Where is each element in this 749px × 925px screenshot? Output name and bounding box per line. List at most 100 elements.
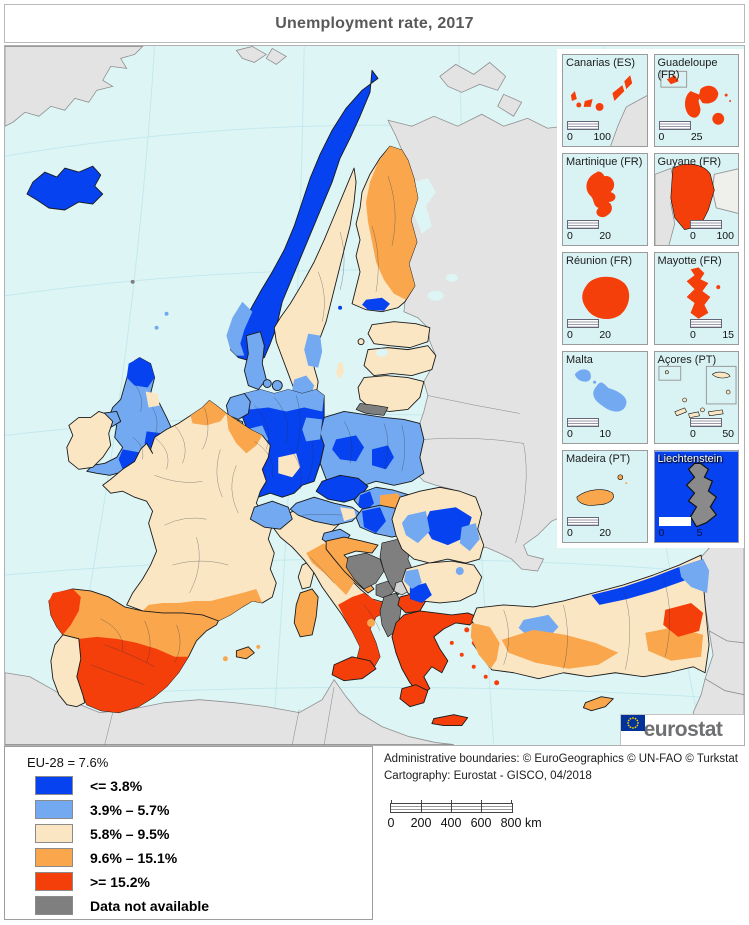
region-italy-basilicata — [367, 618, 375, 627]
inset-label: Madeira (PT) — [566, 453, 631, 465]
region-estonia — [367, 321, 431, 349]
inset-malta: Malta 0 10 — [562, 351, 648, 444]
region-romania-west — [401, 511, 430, 544]
inset-scalebar: 0 20 — [567, 220, 611, 242]
region-iceland — [26, 165, 104, 211]
inset-reunion: Réunion (FR) 0 20 — [562, 252, 648, 345]
legend-swatch-class1 — [35, 776, 73, 795]
region-uk-scotland-north — [126, 357, 155, 388]
inset-mayotte: Mayotte (FR) 0 15 — [653, 252, 739, 345]
region-peloponnese — [399, 684, 429, 708]
legend-row: 9.6% – 15.1% — [35, 848, 372, 867]
region-poland-west — [332, 435, 365, 462]
region-ireland — [66, 411, 114, 470]
region-spain-galicia — [48, 588, 81, 635]
region-ibiza — [222, 656, 228, 662]
legend-row: Data not available — [35, 896, 372, 915]
legend-row: 3.9% – 5.7% — [35, 800, 372, 819]
region-spain-south — [76, 636, 189, 713]
region-italy-centre — [306, 543, 355, 595]
inset-label: Malta — [566, 354, 593, 366]
region-sweden-stockholm — [304, 333, 323, 368]
region-menorca — [256, 644, 261, 649]
eu-average: EU-28 = 7.6% — [27, 755, 109, 770]
inset-scalebar: 0 25 — [658, 121, 703, 143]
legend-swatch-class3 — [35, 824, 73, 843]
region-romania-transylvania — [423, 507, 472, 546]
region-hungary-west — [362, 507, 386, 534]
inset-scalebar: 0 50 — [690, 418, 734, 440]
region-netherlands — [225, 393, 251, 420]
region-greece — [391, 610, 479, 696]
attribution-line1: Administrative boundaries: © EuroGeograp… — [384, 753, 738, 765]
inset-canarias: Canarias (ES) 0 100 — [562, 54, 648, 147]
region-svalbard2 — [265, 47, 287, 65]
region-france-north — [190, 400, 227, 426]
inset-scalebar: 0 10 — [567, 418, 611, 440]
legend-swatch-nodata — [35, 896, 73, 915]
region-sicily — [331, 656, 377, 682]
inset-scalebar: 0 20 — [567, 517, 611, 539]
europe-map: Canarias (ES) 0 100 Guadeloupe (FR) — [4, 45, 745, 746]
region-turkey-east — [645, 626, 704, 661]
region-svalbard — [235, 46, 268, 63]
region-novaya-zemlya-south — [497, 93, 523, 117]
legend-swatch-class4 — [35, 848, 73, 867]
legend-row: 5.8% – 9.5% — [35, 824, 372, 843]
region-germany-saxony-anhalt — [278, 453, 301, 478]
region-france-northeast — [226, 413, 263, 454]
region-lithuania — [357, 375, 425, 412]
region-italy-south — [338, 592, 402, 675]
eurostat-logo: eurostat — [620, 714, 744, 745]
eurostat-logo-text: eurostat — [643, 718, 723, 741]
region-orkney — [154, 325, 159, 330]
legend-label: 9.6% – 15.1% — [90, 849, 178, 866]
region-greenland — [5, 46, 144, 127]
legend-row: >= 15.2% — [35, 872, 372, 891]
attribution-line2: Cartography: Eurostat - GISCO, 04/2018 — [384, 770, 592, 783]
inset-label: Réunion (FR) — [566, 255, 633, 267]
inset-scalebar: 0 15 — [690, 319, 734, 341]
inset-martinique: Martinique (FR) 0 20 — [562, 153, 648, 246]
eu-flag-icon — [621, 715, 645, 731]
inset-guyane: Guyane (FR) 0 100 — [653, 153, 739, 246]
region-bulgaria-west — [403, 569, 422, 589]
inset-guadeloupe: Guadeloupe (FR) 0 25 — [653, 54, 739, 147]
region-germany-north — [242, 389, 325, 412]
bottom-strip: EU-28 = 7.6% <= 3.8% 3.9% – 5.7% 5.8% – … — [0, 746, 749, 925]
inset-panel: Canarias (ES) 0 100 Guadeloupe (FR) — [557, 49, 744, 548]
coloured-regions — [26, 69, 710, 727]
inset-madeira: Madeira (PT) 0 20 — [562, 450, 648, 543]
region-finland-north — [366, 146, 418, 300]
legend-swatch-class2 — [35, 800, 73, 819]
region-turkey-west-coast — [470, 622, 500, 669]
region-turkey-north — [591, 559, 710, 605]
region-turkey-northeast — [679, 559, 710, 593]
region-faroe — [130, 279, 135, 284]
legend-swatch-class5 — [35, 872, 73, 891]
region-bulgaria-northeast — [455, 567, 464, 576]
attribution: Administrative boundaries: © EuroGeograp… — [384, 751, 738, 786]
region-austria — [289, 496, 361, 526]
legend-label: Data not available — [90, 897, 210, 914]
region-aland — [338, 305, 343, 310]
legend-label: <= 3.8% — [90, 777, 143, 794]
inset-label: Guadeloupe (FR) — [657, 57, 718, 81]
region-north-africa — [5, 672, 454, 745]
map-scalebar — [390, 800, 513, 813]
inset-scalebar: 0 100 — [690, 220, 734, 242]
region-cyprus — [582, 696, 614, 712]
region-bulgaria-southwest — [409, 582, 432, 603]
region-sardinia — [293, 588, 319, 638]
map-title-bar: Unemployment rate, 2017 — [4, 4, 745, 43]
region-novaya-zemlya — [439, 61, 507, 93]
region-norway-southwest — [226, 301, 253, 356]
region-uk-northeast — [145, 391, 160, 408]
region-poland-center — [372, 445, 394, 470]
region-romania-east — [459, 523, 480, 552]
region-switzerland — [249, 500, 293, 530]
region-portugal — [50, 634, 86, 708]
region-bosnia — [345, 552, 385, 590]
region-turkey-east-anatolia — [663, 602, 704, 637]
